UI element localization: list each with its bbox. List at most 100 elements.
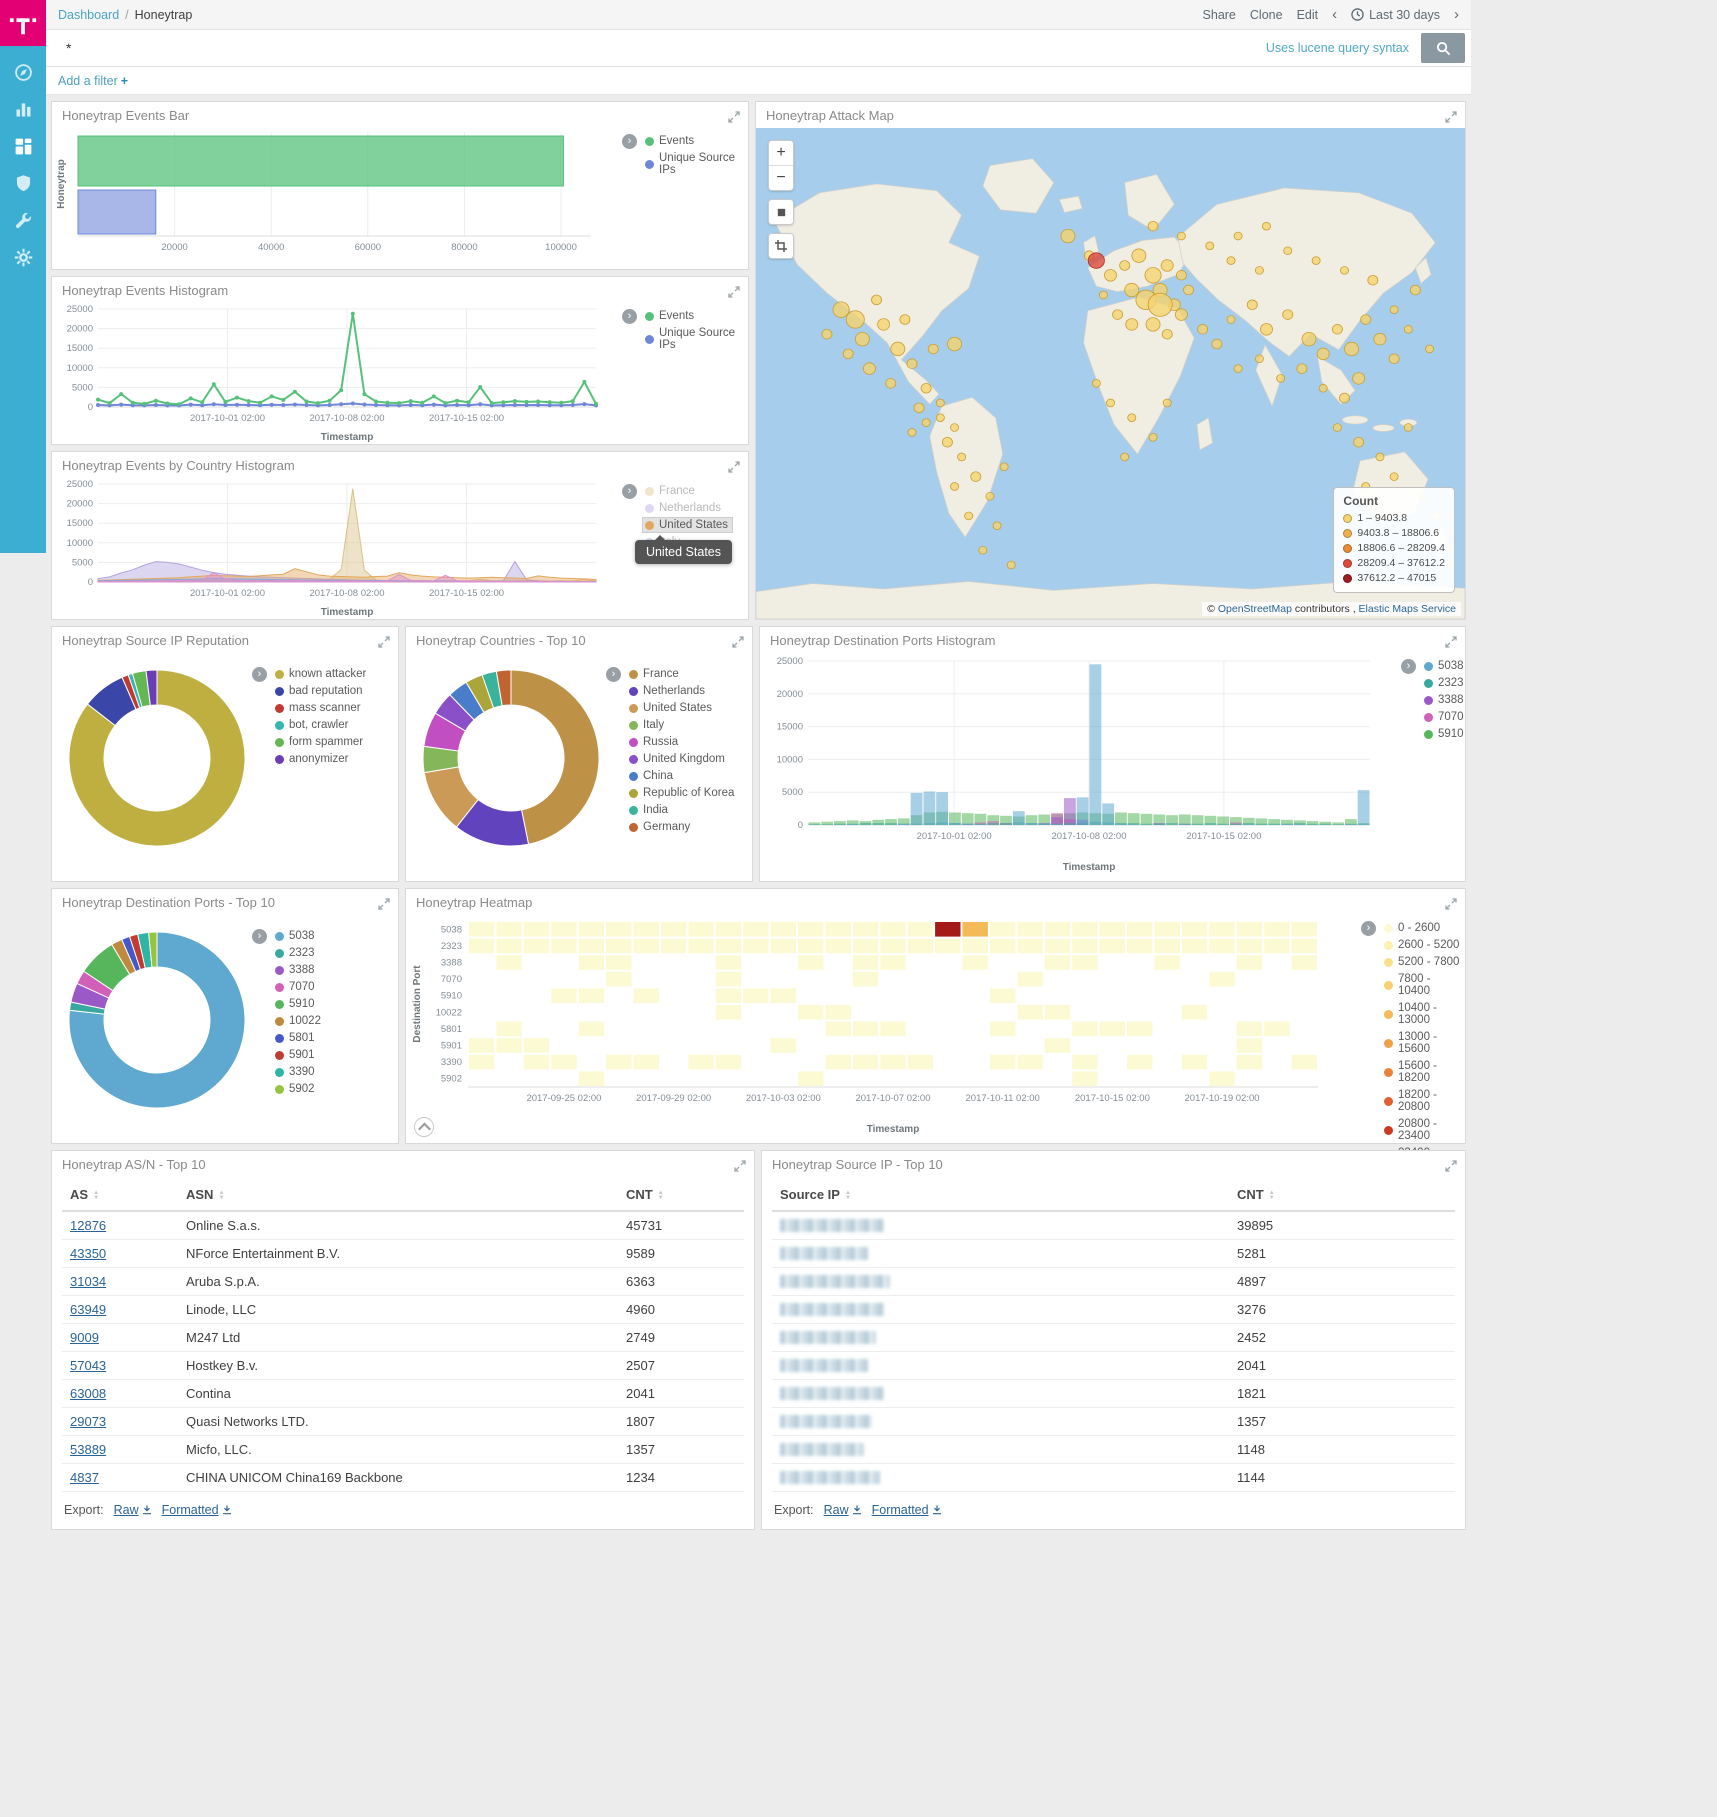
legend-toggle-button[interactable]: › bbox=[622, 484, 637, 499]
legend-item[interactable]: bot, crawler bbox=[273, 718, 370, 732]
as-link[interactable]: 57043 bbox=[70, 1358, 107, 1373]
legend-item[interactable]: 3390 bbox=[273, 1065, 325, 1079]
legend-item[interactable]: known attacker bbox=[273, 667, 370, 681]
map-zoom-in-button[interactable]: + bbox=[769, 141, 793, 165]
legend-item[interactable]: Italy bbox=[627, 718, 738, 732]
sidebar-item-dev-tools[interactable] bbox=[11, 208, 35, 232]
telekom-logo[interactable] bbox=[0, 0, 46, 46]
expand-icon[interactable] bbox=[1445, 635, 1457, 653]
expand-icon[interactable] bbox=[378, 635, 390, 653]
add-filter-button[interactable]: Add a filter + bbox=[58, 74, 128, 88]
expand-icon[interactable] bbox=[378, 897, 390, 915]
legend-item[interactable]: 5901 bbox=[273, 1048, 325, 1062]
legend-item[interactable]: 7070 bbox=[273, 980, 325, 994]
as-link[interactable]: 9009 bbox=[70, 1330, 99, 1345]
breadcrumb-dashboard-link[interactable]: Dashboard bbox=[58, 7, 120, 22]
legend-item[interactable]: France bbox=[627, 667, 738, 681]
legend-item[interactable]: United States bbox=[627, 701, 738, 715]
expand-icon[interactable] bbox=[732, 635, 744, 653]
export-formatted-link[interactable]: Formatted bbox=[162, 1503, 232, 1517]
column-header-cnt[interactable]: CNT ▲ ▼ bbox=[1229, 1179, 1455, 1212]
legend-item[interactable]: 5801 bbox=[273, 1031, 325, 1045]
legend-item[interactable]: 7070 bbox=[1422, 710, 1468, 724]
lucene-syntax-link[interactable]: Uses lucene query syntax bbox=[1265, 41, 1409, 55]
legend-item[interactable]: United Kingdom bbox=[627, 752, 738, 766]
legend-item[interactable]: 20800 - 23400 bbox=[1382, 1117, 1465, 1143]
timepicker-button[interactable]: Last 30 days bbox=[1351, 8, 1440, 22]
legend-item[interactable]: Events bbox=[643, 309, 748, 323]
export-raw-link[interactable]: Raw bbox=[824, 1503, 862, 1517]
sidebar-item-management[interactable] bbox=[11, 245, 35, 269]
legend-item[interactable]: France bbox=[643, 484, 732, 498]
export-raw-link[interactable]: Raw bbox=[114, 1503, 152, 1517]
as-link[interactable]: 63949 bbox=[70, 1302, 107, 1317]
column-header-as[interactable]: AS ▲ ▼ bbox=[62, 1179, 178, 1212]
map-zoom-out-button[interactable]: − bbox=[769, 165, 793, 190]
legend-toggle-button[interactable]: › bbox=[1361, 921, 1376, 936]
legend-item[interactable]: 7800 - 10400 bbox=[1382, 972, 1465, 998]
expand-icon[interactable] bbox=[734, 1159, 746, 1177]
legend-item[interactable]: 5902 bbox=[273, 1082, 325, 1096]
legend-item[interactable]: anonymizer bbox=[273, 752, 370, 766]
attack-map[interactable]: + − Count 1 – 9403.8 9403.8 – 18806.6 1880… bbox=[756, 128, 1465, 619]
search-button[interactable] bbox=[1421, 33, 1465, 63]
legend-toggle-button[interactable]: › bbox=[622, 309, 637, 324]
legend-item[interactable]: mass scanner bbox=[273, 701, 370, 715]
legend-item[interactable]: 5200 - 7800 bbox=[1382, 955, 1465, 969]
sidebar-item-dashboard[interactable] bbox=[11, 134, 35, 158]
legend-item[interactable]: United States bbox=[641, 517, 734, 533]
legend-item[interactable]: China bbox=[627, 769, 738, 783]
legend-item[interactable]: Netherlands bbox=[643, 501, 732, 515]
elastic-maps-service-link[interactable]: Elastic Maps Service bbox=[1358, 603, 1456, 615]
legend-item[interactable]: 0 - 2600 bbox=[1382, 921, 1465, 935]
legend-item[interactable]: Germany bbox=[627, 820, 738, 834]
legend-item[interactable]: 2323 bbox=[273, 946, 325, 960]
legend-item[interactable]: form spammer bbox=[273, 735, 370, 749]
legend-toggle-button[interactable]: › bbox=[606, 667, 621, 682]
legend-item[interactable]: 3388 bbox=[273, 963, 325, 977]
scroll-top-button[interactable] bbox=[414, 1117, 434, 1137]
search-input[interactable] bbox=[64, 39, 1266, 57]
expand-icon[interactable] bbox=[1445, 110, 1457, 128]
legend-item[interactable]: Netherlands bbox=[627, 684, 738, 698]
as-link[interactable]: 53889 bbox=[70, 1442, 107, 1457]
legend-item[interactable]: 5910 bbox=[273, 997, 325, 1011]
legend-item[interactable]: 13000 - 15600 bbox=[1382, 1030, 1465, 1056]
as-link[interactable]: 12876 bbox=[70, 1218, 107, 1233]
legend-toggle-button[interactable]: › bbox=[1401, 659, 1416, 674]
as-link[interactable]: 43350 bbox=[70, 1246, 107, 1261]
sidebar-item-discover[interactable] bbox=[11, 60, 35, 84]
legend-item[interactable]: Republic of Korea bbox=[627, 786, 738, 800]
expand-icon[interactable] bbox=[728, 460, 740, 478]
expand-icon[interactable] bbox=[1445, 1159, 1457, 1177]
as-link[interactable]: 31034 bbox=[70, 1274, 107, 1289]
legend-item[interactable]: 15600 - 18200 bbox=[1382, 1059, 1465, 1085]
openstreetmap-link[interactable]: OpenStreetMap bbox=[1217, 603, 1292, 615]
legend-item[interactable]: 2600 - 5200 bbox=[1382, 938, 1465, 952]
legend-item[interactable]: 10400 - 13000 bbox=[1382, 1001, 1465, 1027]
legend-toggle-button[interactable]: › bbox=[252, 929, 267, 944]
column-header-cnt[interactable]: CNT ▲ ▼ bbox=[618, 1179, 744, 1212]
edit-button[interactable]: Edit bbox=[1296, 7, 1319, 22]
legend-toggle-button[interactable]: › bbox=[622, 134, 637, 149]
legend-item[interactable]: 5910 bbox=[1422, 727, 1468, 741]
as-link[interactable]: 29073 bbox=[70, 1414, 107, 1429]
sidebar-item-security[interactable] bbox=[11, 171, 35, 195]
map-draw-filter-button[interactable] bbox=[769, 234, 793, 258]
column-header-asn[interactable]: ASN ▲ ▼ bbox=[178, 1179, 618, 1212]
legend-item[interactable]: 5038 bbox=[273, 929, 325, 943]
legend-item[interactable]: bad reputation bbox=[273, 684, 370, 698]
time-forward-button[interactable]: › bbox=[1454, 6, 1459, 23]
legend-item[interactable]: 3388 bbox=[1422, 693, 1468, 707]
expand-icon[interactable] bbox=[728, 110, 740, 128]
as-link[interactable]: 63008 bbox=[70, 1386, 107, 1401]
clone-button[interactable]: Clone bbox=[1249, 7, 1283, 22]
legend-item[interactable]: Unique Source IPs bbox=[643, 326, 748, 352]
expand-icon[interactable] bbox=[1445, 897, 1457, 915]
share-button[interactable]: Share bbox=[1202, 7, 1236, 22]
legend-item[interactable]: Unique Source IPs bbox=[643, 151, 748, 177]
as-link[interactable]: 4837 bbox=[70, 1470, 99, 1485]
legend-item[interactable]: 2323 bbox=[1422, 676, 1468, 690]
legend-toggle-button[interactable]: › bbox=[252, 667, 267, 682]
sidebar-item-visualize[interactable] bbox=[11, 97, 35, 121]
